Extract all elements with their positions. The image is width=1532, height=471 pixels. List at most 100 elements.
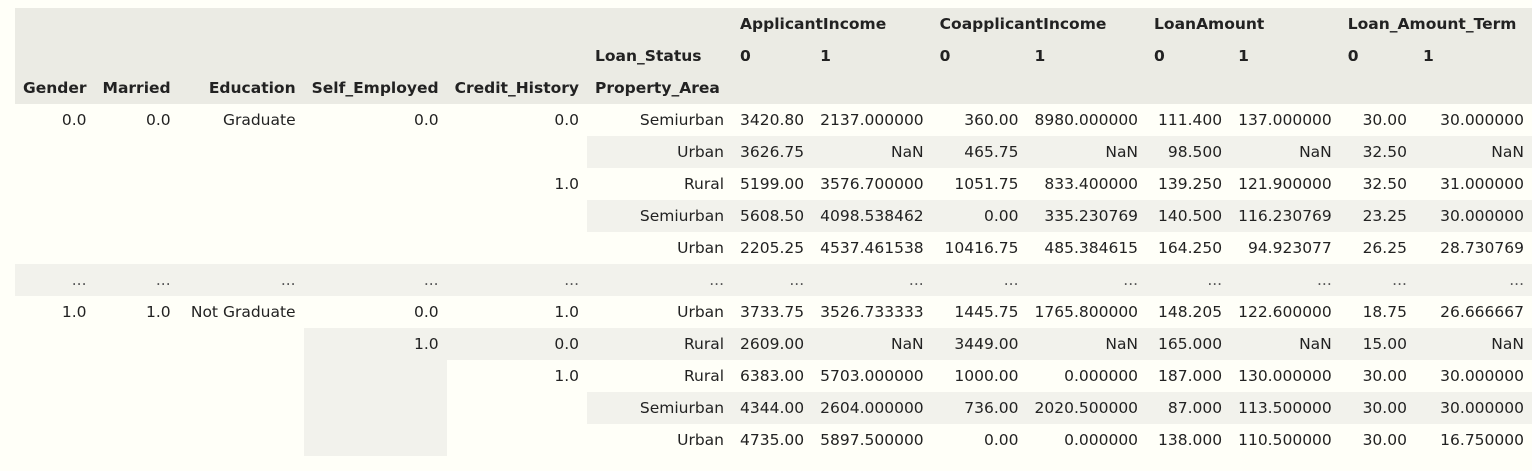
data-cell: ... xyxy=(1230,264,1340,296)
index-cell: ... xyxy=(587,264,733,296)
data-cell: 4344.00 xyxy=(732,392,813,424)
index-cell xyxy=(178,168,304,200)
index-cell xyxy=(94,168,179,200)
index-cell: 0.0 xyxy=(94,104,179,136)
data-cell: 3576.700000 xyxy=(812,168,932,200)
loan-status-value: 1 xyxy=(1026,40,1147,72)
data-cell: 4098.538462 xyxy=(812,200,932,232)
loan-status-value: 1 xyxy=(1414,40,1532,72)
index-cell xyxy=(178,360,304,392)
data-cell: ... xyxy=(1026,264,1147,296)
table-row: Semiurban 4344.00 2604.000000 736.00 202… xyxy=(15,392,1532,424)
data-cell: 140.500 xyxy=(1146,200,1231,232)
data-cell: 139.250 xyxy=(1146,168,1231,200)
data-cell: NaN xyxy=(1230,136,1340,168)
data-cell: 122.600000 xyxy=(1230,296,1340,328)
data-cell: 465.75 xyxy=(931,136,1027,168)
index-cell: Rural xyxy=(587,360,733,392)
data-cell: NaN xyxy=(1026,328,1147,360)
index-cell xyxy=(303,200,447,232)
data-cell: 4735.00 xyxy=(732,424,813,456)
data-cell: 6383.00 xyxy=(732,360,813,392)
loan-status-value: 1 xyxy=(1230,40,1340,72)
data-cell: 30.00 xyxy=(1339,360,1415,392)
index-cell xyxy=(446,136,588,168)
index-cell: Rural xyxy=(587,168,733,200)
data-cell: 26.666667 xyxy=(1414,296,1532,328)
data-cell: 2020.500000 xyxy=(1026,392,1147,424)
data-cell: 0.00 xyxy=(931,200,1027,232)
column-header-coapplicantincome: CoapplicantIncome xyxy=(931,8,1147,40)
header-row-loan-status: Loan_Status 0 1 0 1 0 1 0 1 xyxy=(15,40,1532,72)
data-cell: 0.000000 xyxy=(1026,360,1147,392)
column-header-applicantincome: ApplicantIncome xyxy=(732,8,932,40)
data-cell: 4537.461538 xyxy=(812,232,932,264)
data-cell: 10416.75 xyxy=(931,232,1027,264)
data-cell: 165.000 xyxy=(1146,328,1231,360)
index-cell xyxy=(178,232,304,264)
data-cell: ... xyxy=(812,264,932,296)
index-cell: 0.0 xyxy=(303,104,447,136)
index-cell xyxy=(446,424,588,456)
index-cell: ... xyxy=(94,264,179,296)
data-cell: 148.205 xyxy=(1146,296,1231,328)
data-cell: 32.50 xyxy=(1339,168,1415,200)
index-cell xyxy=(303,360,447,392)
index-cell xyxy=(178,136,304,168)
index-cell xyxy=(94,200,179,232)
data-cell: 18.75 xyxy=(1339,296,1415,328)
index-name-gender: Gender xyxy=(15,72,95,104)
data-cell: 28.730769 xyxy=(1414,232,1532,264)
data-cell: 30.000000 xyxy=(1414,392,1532,424)
loan-status-value: 1 xyxy=(812,40,932,72)
data-cell: NaN xyxy=(1230,328,1340,360)
header-blank xyxy=(15,8,733,40)
data-cell: 30.00 xyxy=(1339,104,1415,136)
index-cell xyxy=(303,424,447,456)
index-cell xyxy=(178,424,304,456)
loan-status-value: 0 xyxy=(1146,40,1231,72)
data-cell: 113.500000 xyxy=(1230,392,1340,424)
index-name-self-employed: Self_Employed xyxy=(303,72,447,104)
data-cell: 111.400 xyxy=(1146,104,1231,136)
index-cell xyxy=(303,392,447,424)
dataframe-table: ApplicantIncome CoapplicantIncome LoanAm… xyxy=(15,8,1532,456)
data-cell: 94.923077 xyxy=(1230,232,1340,264)
data-cell: 87.000 xyxy=(1146,392,1231,424)
data-cell: 23.25 xyxy=(1339,200,1415,232)
data-cell: 26.25 xyxy=(1339,232,1415,264)
data-cell: 138.000 xyxy=(1146,424,1231,456)
index-cell: 0.0 xyxy=(15,104,95,136)
index-cell xyxy=(178,200,304,232)
data-cell: 31.000000 xyxy=(1414,168,1532,200)
loan-status-value: 0 xyxy=(1339,40,1415,72)
index-name-credit-history: Credit_History xyxy=(446,72,588,104)
index-cell: ... xyxy=(15,264,95,296)
index-cell xyxy=(15,328,95,360)
data-cell: 30.000000 xyxy=(1414,360,1532,392)
index-cell xyxy=(178,328,304,360)
index-cell xyxy=(303,136,447,168)
data-cell: 335.230769 xyxy=(1026,200,1147,232)
column-header-loanamount: LoanAmount xyxy=(1146,8,1340,40)
index-cell: 1.0 xyxy=(446,360,588,392)
data-cell: 98.500 xyxy=(1146,136,1231,168)
data-cell: NaN xyxy=(1026,136,1147,168)
table-row: 1.0 1.0 Not Graduate 0.0 1.0 Urban 3733.… xyxy=(15,296,1532,328)
loan-status-value: 0 xyxy=(732,40,813,72)
data-cell: ... xyxy=(1414,264,1532,296)
data-cell: 833.400000 xyxy=(1026,168,1147,200)
index-cell xyxy=(94,136,179,168)
data-cell: 116.230769 xyxy=(1230,200,1340,232)
index-cell xyxy=(446,392,588,424)
index-cell xyxy=(303,168,447,200)
index-cell: 1.0 xyxy=(446,168,588,200)
index-cell xyxy=(178,392,304,424)
data-cell: 121.900000 xyxy=(1230,168,1340,200)
index-cell xyxy=(15,136,95,168)
data-cell: NaN xyxy=(1414,136,1532,168)
table-row: Semiurban 5608.50 4098.538462 0.00 335.2… xyxy=(15,200,1532,232)
table-row: Urban 3626.75 NaN 465.75 NaN 98.500 NaN … xyxy=(15,136,1532,168)
table-row: Urban 2205.25 4537.461538 10416.75 485.3… xyxy=(15,232,1532,264)
index-cell: Urban xyxy=(587,136,733,168)
